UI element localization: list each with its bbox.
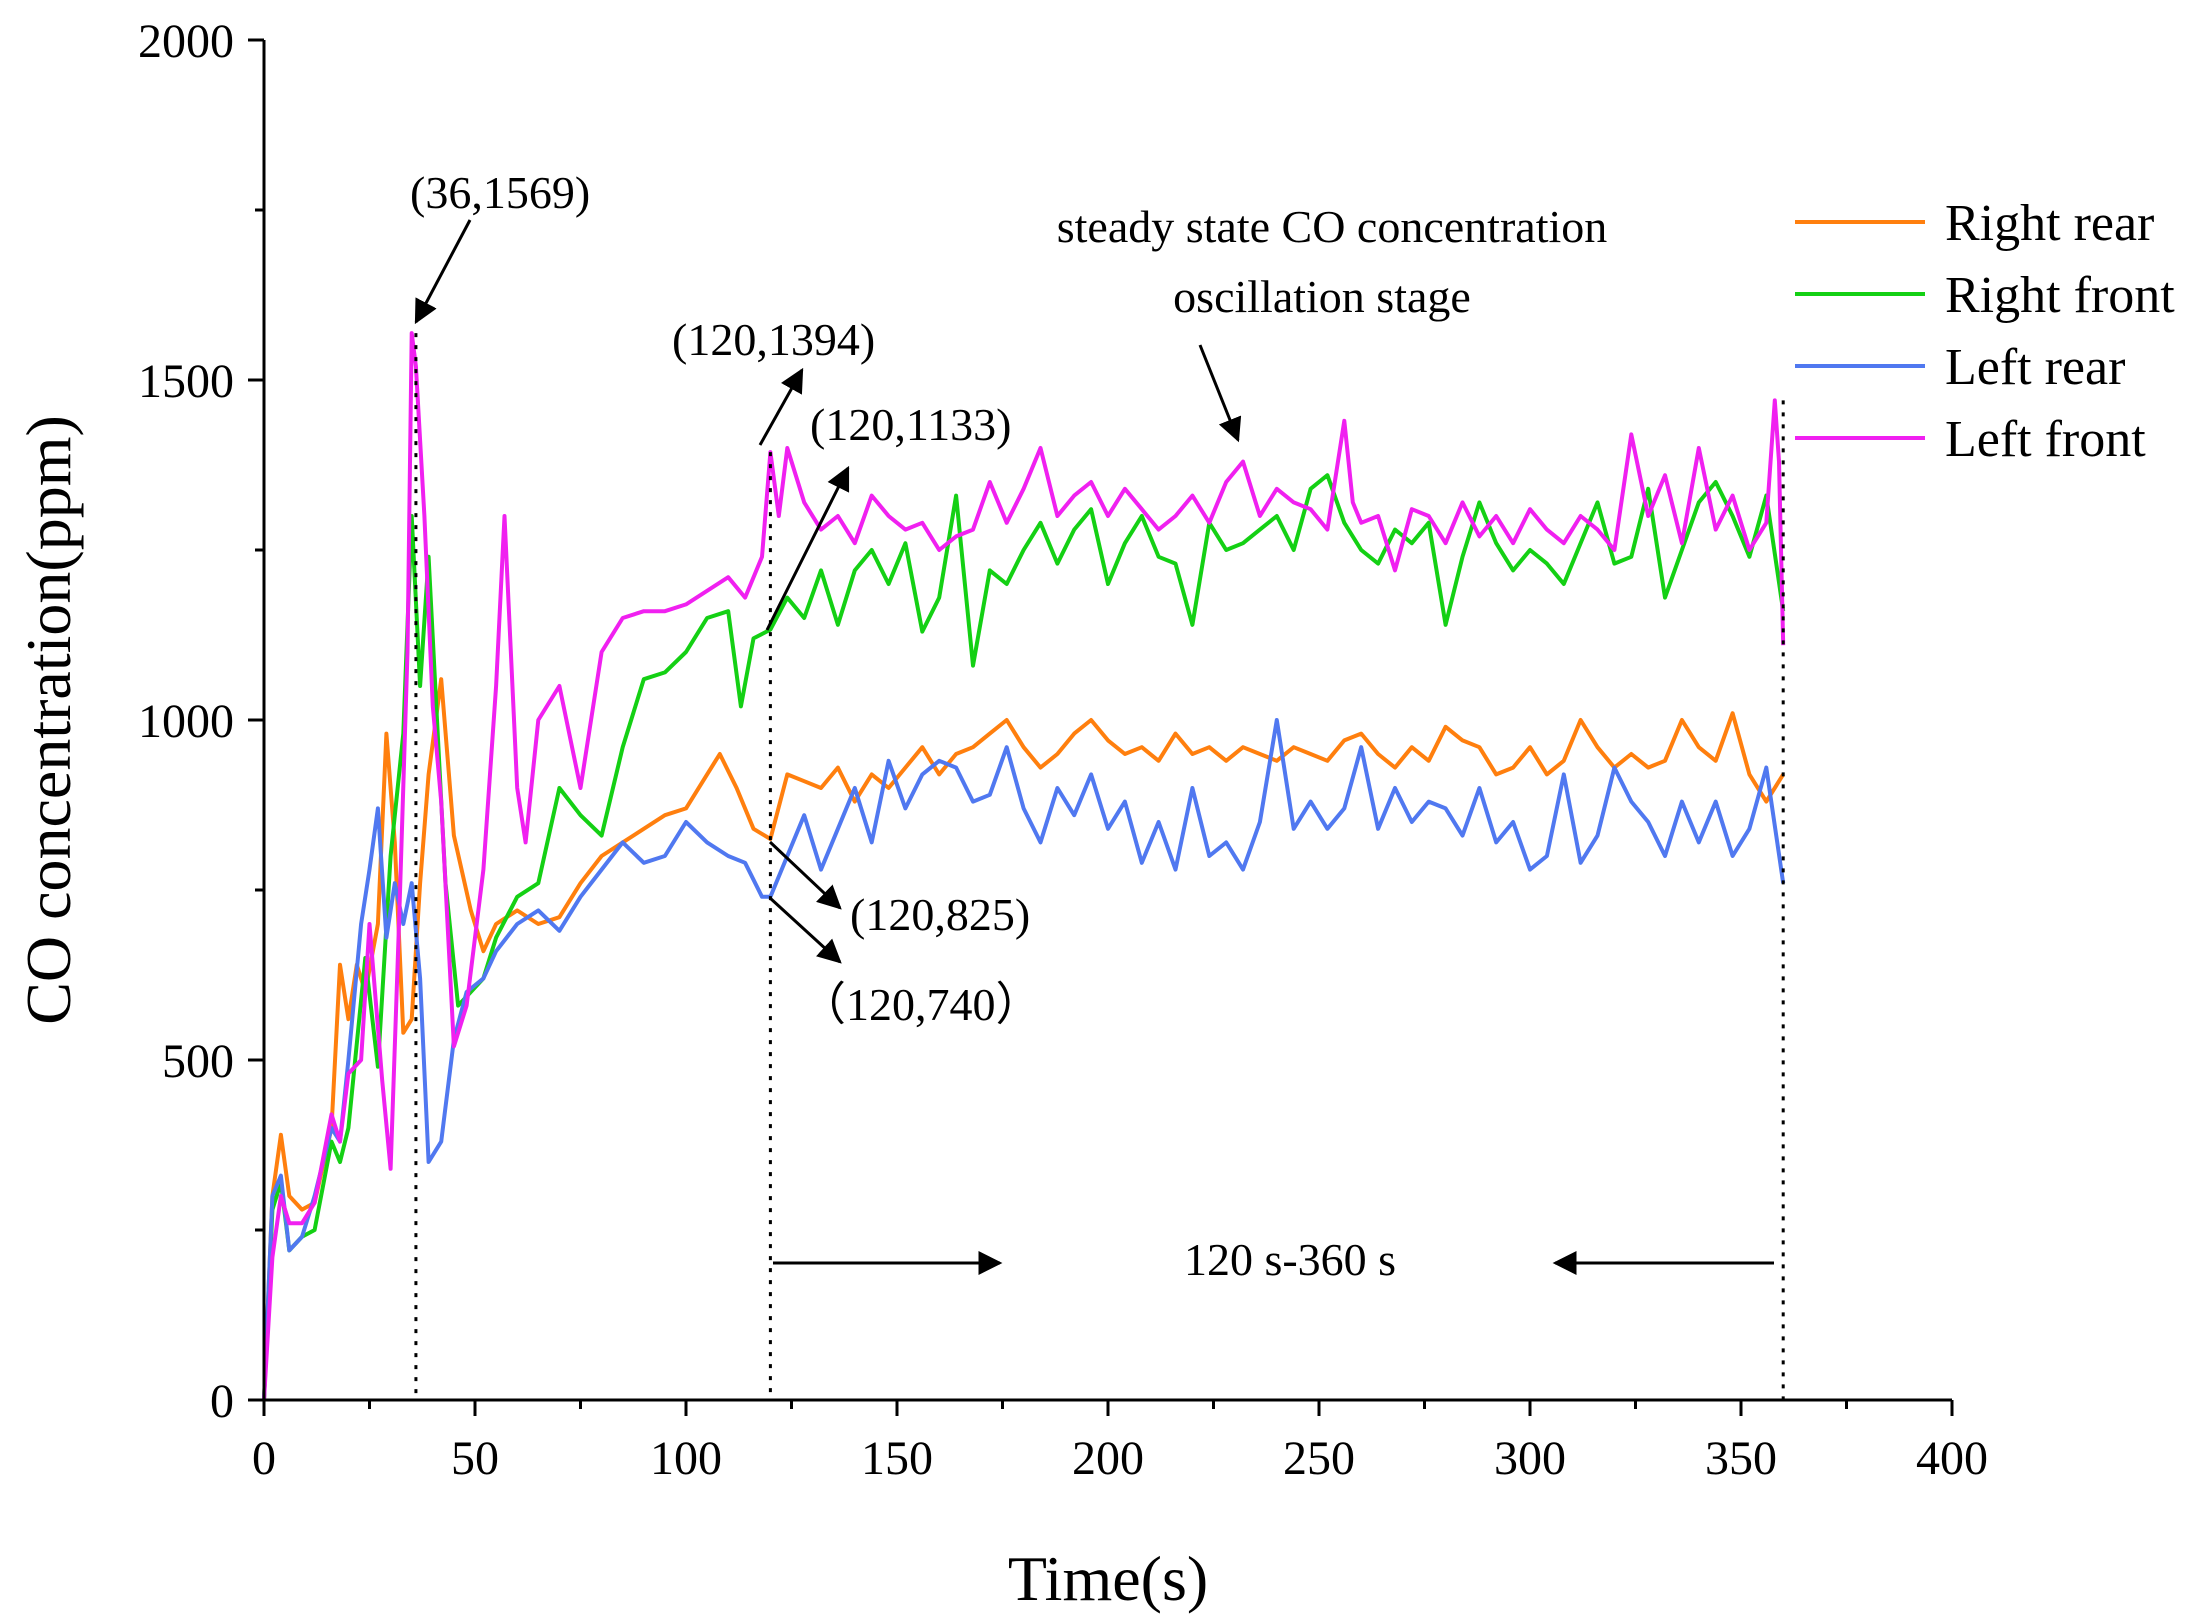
- annotation-120-740: （120,740）: [800, 979, 1042, 1030]
- annotation-120-1133: (120,1133): [810, 399, 1011, 450]
- tick-layer: 0 50 100 150 200 250 300 350 400 0 500 1000 1500 2000: [138, 15, 1988, 1485]
- annotation-36-1569-arrow: [414, 219, 472, 325]
- series-line-left-rear: [262, 718, 1786, 1401]
- legend: Right rear Right front Left rear Left fr…: [1795, 195, 2175, 468]
- x-axis-title: Time(s): [1008, 1543, 1208, 1614]
- annotation-36-1569: (36,1569): [410, 167, 590, 218]
- series-layer: [262, 331, 1786, 1401]
- y-tick-label-2000: 2000: [138, 15, 234, 68]
- annotation-120-1394: (120,1394): [672, 314, 875, 365]
- annotation-steady-state-arrow: [1198, 344, 1242, 443]
- y-axis-title: CO concentration(ppm): [13, 415, 84, 1025]
- annotation-120-740-arrow: [768, 896, 842, 964]
- annotation-120-825: (120,825): [850, 889, 1030, 940]
- x-tick-label-150: 150: [861, 1432, 933, 1485]
- reference-lines: [414, 333, 1785, 1400]
- x-tick-label-100: 100: [650, 1432, 722, 1485]
- series-line-right-front: [262, 473, 1786, 1401]
- legend-label-left-front: Left front: [1945, 411, 2146, 468]
- y-tick-label-1500: 1500: [138, 355, 234, 408]
- y-tick-label-1000: 1000: [138, 695, 234, 748]
- y-tick-label-0: 0: [210, 1375, 234, 1428]
- legend-label-right-front: Right front: [1945, 267, 2175, 324]
- annotation-120-825-arrow: [768, 840, 842, 910]
- annotation-steady-state-line2: oscillation stage: [1173, 271, 1471, 322]
- series-line-left-front: [262, 331, 1786, 1401]
- legend-label-left-rear: Left rear: [1945, 339, 2125, 396]
- legend-label-right-rear: Right rear: [1945, 195, 2154, 252]
- x-tick-label-400: 400: [1916, 1432, 1988, 1485]
- annotation-steady-state-line1: steady state CO concentration: [1057, 201, 1608, 252]
- x-tick-label-300: 300: [1494, 1432, 1566, 1485]
- annotation-120-1133-arrow: [765, 465, 850, 631]
- annotation-time-window: 120 s-360 s: [1184, 1234, 1396, 1285]
- x-tick-label-0: 0: [252, 1432, 276, 1485]
- series-line-right-rear: [262, 677, 1785, 1401]
- x-tick-label-250: 250: [1283, 1432, 1355, 1485]
- x-tick-label-200: 200: [1072, 1432, 1144, 1485]
- annotation-120-1394-arrow: [758, 367, 804, 446]
- x-tick-label-350: 350: [1705, 1432, 1777, 1485]
- y-tick-label-500: 500: [162, 1035, 234, 1088]
- x-tick-label-50: 50: [451, 1432, 499, 1485]
